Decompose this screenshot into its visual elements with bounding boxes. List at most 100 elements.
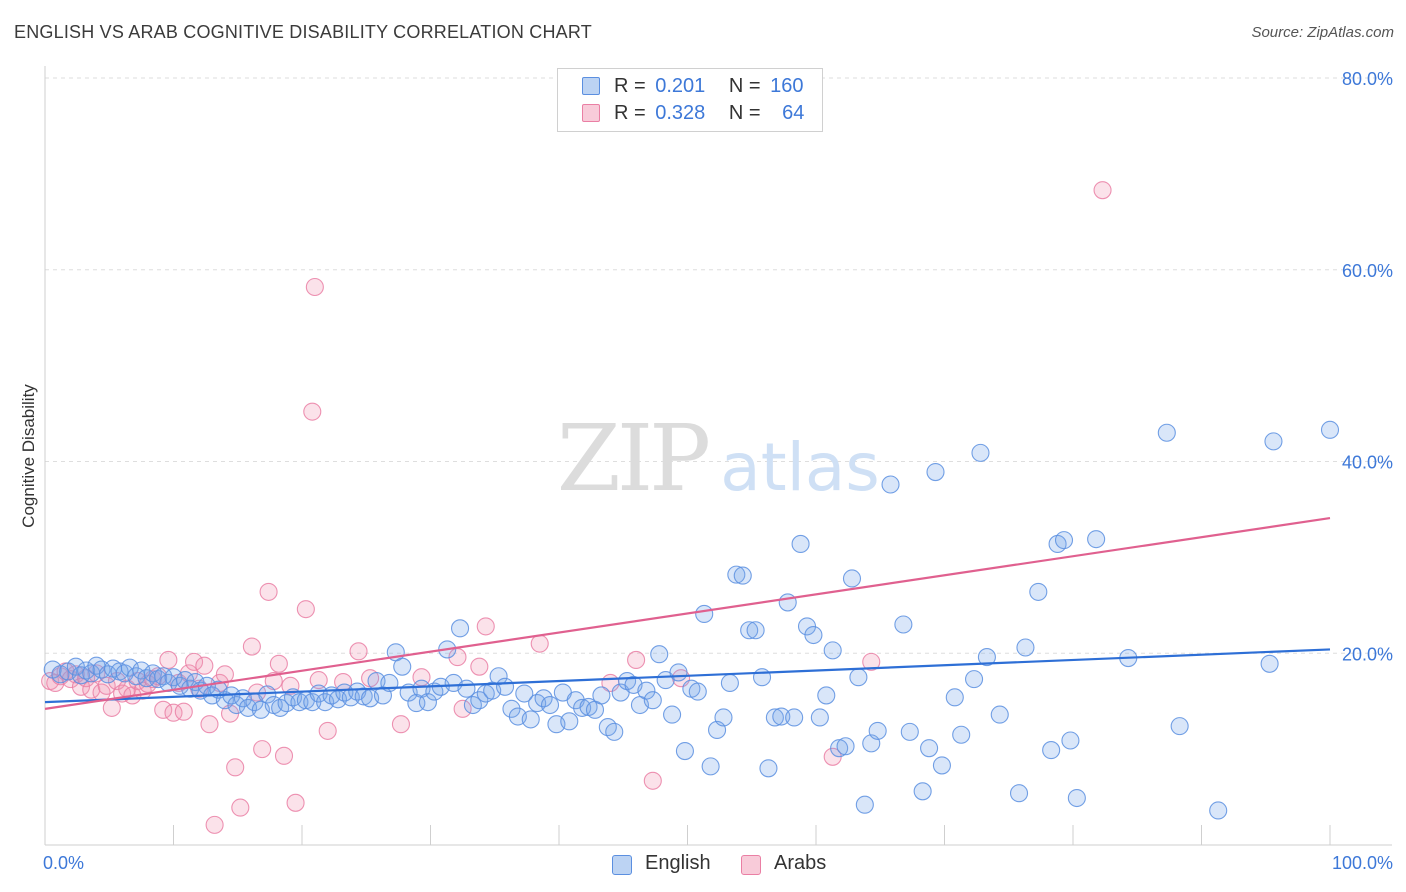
english-trend-line [44,648,1331,704]
english-point [849,668,868,687]
english-point [945,688,964,707]
english-point [752,668,772,687]
arabs-point [154,700,173,719]
english-point [149,670,168,689]
arabs-point [318,721,337,740]
english-point [926,462,945,482]
arabs-point [185,652,204,671]
english-point [868,721,887,740]
english-point [515,684,534,703]
english-point [746,621,765,640]
arabs-point [242,637,261,656]
arabs-point [305,277,324,297]
english-point [1016,638,1035,657]
english-point [971,443,990,462]
watermark-zip: ZIP [557,405,708,512]
x-tick-label-min: 0.0% [43,853,84,873]
arabs-point [82,680,101,699]
english-point [1029,582,1048,601]
english-point [733,566,752,585]
english-point [66,657,85,676]
english-point [688,682,707,701]
english-point [470,691,489,710]
english-point [258,685,277,704]
english-point [765,708,784,727]
arabs-trend-line [44,516,1331,710]
english-point [393,657,412,676]
english-point [290,693,309,712]
english-point [1264,432,1283,451]
english-point [1087,530,1106,549]
arabs-point [253,740,272,759]
english-point [502,699,521,718]
english-point [451,619,470,638]
english-point [650,645,669,664]
english-point [1009,784,1029,803]
arabs-point [259,582,278,601]
english-point [1157,423,1176,442]
arabs-point [530,634,549,653]
english-point [720,673,739,693]
r-value-english: 0.201 [655,75,706,97]
english-point [894,615,913,634]
arabs-point [309,671,328,690]
axes [44,66,1392,846]
english-swatch [582,77,600,95]
arabs-point [303,402,322,421]
arabs-point [97,676,116,695]
english-point [418,693,437,712]
x-tick-label-max: 100.0% [1332,853,1393,873]
chart-title: ENGLISH VS ARAB COGNITIVE DISABILITY COR… [14,22,592,42]
english-point [791,534,810,554]
arabs-point [77,669,96,688]
english-point [1042,741,1061,760]
english-point [669,663,688,682]
n-value-arabs: 64 [782,102,805,124]
arabs-point [296,600,315,619]
n-label: N = [728,102,761,124]
english-point [227,695,246,715]
english-point [1067,788,1086,808]
english-point [701,757,720,776]
stats-text-arabs: R = 0.328 N = 64 [614,102,804,125]
english-point [1320,420,1340,439]
english-point [637,681,656,700]
r-label: R = [614,75,646,97]
r-label: R = [614,102,646,124]
arabs-point [286,793,305,812]
arabs-point [205,815,224,834]
english-point [785,708,804,727]
arabs-point [200,715,219,734]
watermark-atlas: atlas [720,429,880,506]
english-point [778,593,797,612]
english-point [534,689,553,708]
english-point [804,625,823,645]
english-point [592,686,611,705]
english-point [759,759,778,778]
english-point [714,708,733,727]
english-point [77,661,96,680]
arabs-legend-swatch [741,855,761,875]
arabs-point [269,654,288,673]
arabs-point [627,650,646,670]
english-point [1061,731,1080,750]
source-label: Source: ZipAtlas.com [1251,24,1394,41]
english-point [489,667,508,686]
english-point [695,604,714,623]
arabs-point [862,652,881,671]
y-axis-label: Cognitive Disability [19,384,38,528]
english-point [1054,531,1074,550]
english-point [810,708,829,727]
english-point [1170,717,1189,736]
n-label: N = [728,75,761,97]
arabs-point [391,715,410,734]
english-point [727,565,746,584]
english-point [740,621,759,640]
english-point [605,722,624,741]
arabs-point [231,798,250,817]
r-value-arabs: 0.328 [655,102,706,124]
english-point [540,695,560,715]
tick-labels: 20.0% 40.0% 60.0% 80.0% 0.0% 100.0% [43,69,1393,873]
arabs-point [470,657,489,676]
english-point [354,687,373,706]
